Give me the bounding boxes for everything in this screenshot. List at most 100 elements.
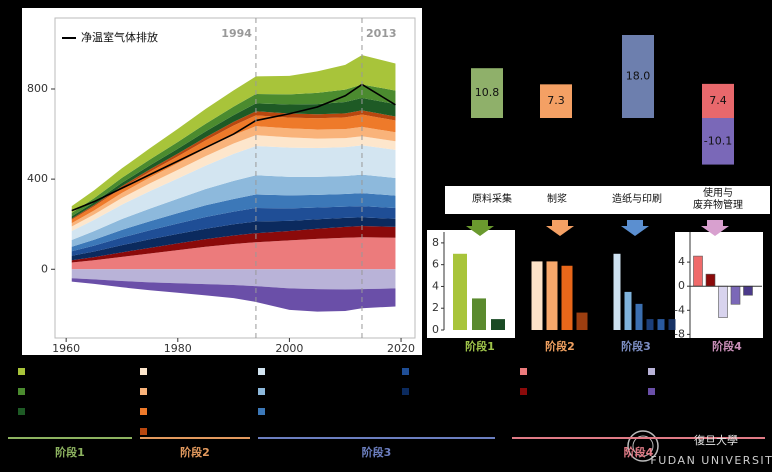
y-tick-label: 400 xyxy=(27,172,48,185)
logo-sub: FUDAN UNIVERSITY xyxy=(650,454,772,467)
bar xyxy=(657,319,665,330)
logo-seal xyxy=(627,430,659,462)
area-layer xyxy=(71,217,396,261)
legend-swatch xyxy=(258,408,265,415)
stage-title: 阶段2 xyxy=(545,339,575,353)
annotation: 1994 xyxy=(221,27,252,40)
stage4-panel xyxy=(675,232,763,338)
legend-swatch xyxy=(258,388,265,395)
bar xyxy=(730,285,741,305)
legend-swatch xyxy=(140,408,147,415)
stage-label: 阶段4 xyxy=(624,445,654,459)
bar xyxy=(743,285,753,296)
stage-title: 阶段4 xyxy=(712,339,742,353)
arrow xyxy=(701,220,729,236)
stage-header: 造纸与印刷 xyxy=(612,194,662,205)
area-layer xyxy=(71,135,396,231)
y-tick-label: 0 xyxy=(41,262,48,275)
logo-seal xyxy=(632,435,654,457)
legend-swatch xyxy=(258,368,265,375)
y-tick-label: -4 xyxy=(674,303,685,316)
bar xyxy=(624,291,632,330)
bar xyxy=(705,273,716,287)
legend-swatch xyxy=(18,388,25,395)
stage-bar xyxy=(702,83,734,118)
stage-header-band xyxy=(445,186,770,214)
bar xyxy=(546,261,558,330)
y-tick-label: 2 xyxy=(432,301,439,314)
legend-label: 净温室气体排放 xyxy=(81,30,158,44)
area-layer xyxy=(71,126,396,227)
annotation: 2013 xyxy=(366,27,397,40)
area-layer xyxy=(71,206,396,256)
bar xyxy=(561,265,573,330)
y-tick-label: 6 xyxy=(432,258,439,271)
stage-bar xyxy=(471,68,503,118)
stage-title: 阶段3 xyxy=(621,339,651,353)
area-layer xyxy=(71,98,396,219)
legend-swatch xyxy=(140,388,147,395)
area-layer xyxy=(71,174,396,247)
area-layer xyxy=(71,226,396,263)
legend-swatch xyxy=(402,388,409,395)
legend-swatch xyxy=(648,368,655,375)
bar xyxy=(491,319,505,330)
y-tick-label: 800 xyxy=(27,82,48,95)
bar xyxy=(668,319,676,330)
bar xyxy=(531,261,543,330)
area-layer xyxy=(71,269,396,290)
y-tick-label: -8 xyxy=(674,327,685,340)
arrow xyxy=(466,220,494,236)
stage-header: 原料采集 xyxy=(472,194,512,205)
legend-swatch xyxy=(520,388,527,395)
area-layer xyxy=(71,145,396,240)
arrow xyxy=(546,220,574,236)
bar xyxy=(718,285,728,318)
plot-frame xyxy=(54,17,416,339)
value-label: -10.1 xyxy=(704,134,732,147)
arrow xyxy=(621,220,649,236)
value-label: 10.8 xyxy=(475,86,500,99)
y-tick-label: 4 xyxy=(432,279,439,292)
stage-bar xyxy=(702,118,734,165)
area-layer xyxy=(71,84,396,217)
area-layer xyxy=(71,114,396,224)
value-label: 18.0 xyxy=(626,70,651,83)
x-tick-label: 2020 xyxy=(387,342,415,355)
legend-swatch xyxy=(18,368,25,375)
y-tick-label: 0 xyxy=(678,279,685,292)
legend-swatch xyxy=(140,368,147,375)
legend-swatch xyxy=(140,428,147,435)
area-layer xyxy=(71,55,396,213)
bar xyxy=(576,312,588,330)
stage-header: 使用与 废弃物管理 xyxy=(693,188,743,211)
bar xyxy=(613,253,621,330)
area-layer xyxy=(71,237,396,270)
stage-label: 阶段2 xyxy=(180,445,210,459)
bar xyxy=(453,253,467,330)
bar xyxy=(693,255,703,287)
legend-swatch xyxy=(402,368,409,375)
x-tick-label: 1960 xyxy=(52,342,80,355)
value-label: 7.3 xyxy=(547,94,565,107)
net-line xyxy=(71,83,396,212)
bar xyxy=(646,319,654,330)
y-tick-label: 8 xyxy=(432,236,439,249)
area-layer xyxy=(71,193,396,252)
stage-label: 阶段1 xyxy=(55,445,85,459)
stage-bar xyxy=(622,35,654,118)
legend-swatch xyxy=(18,408,25,415)
stage-bar xyxy=(540,84,572,118)
stage-label: 阶段3 xyxy=(362,445,392,459)
stage-header: 制浆 xyxy=(547,194,567,205)
value-label: 7.4 xyxy=(709,94,727,107)
x-tick-label: 2000 xyxy=(275,342,303,355)
area-layer xyxy=(71,278,396,312)
y-tick-label: 0 xyxy=(432,323,439,336)
logo-name: 復旦大學 xyxy=(694,433,738,447)
bar xyxy=(472,298,486,330)
legend-swatch xyxy=(520,368,527,375)
y-tick-label: 4 xyxy=(678,255,685,268)
